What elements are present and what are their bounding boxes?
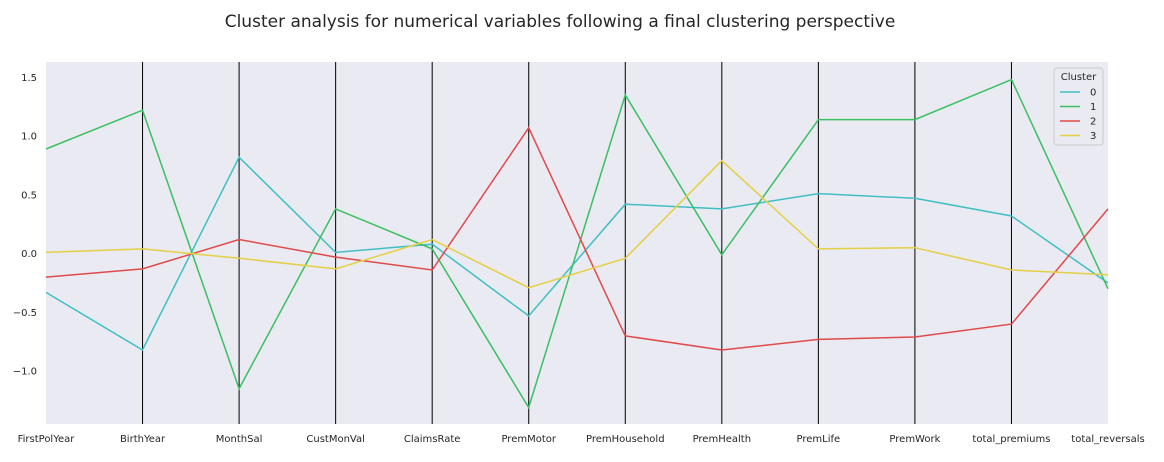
x-tick-label: PremMotor [501, 434, 556, 445]
x-tick-label: PremWork [889, 434, 940, 445]
x-tick-label: ClaimsRate [404, 434, 461, 445]
x-tick-label: CustMonVal [306, 434, 365, 445]
plot-area [46, 62, 1108, 424]
series-lines [45, 78, 1109, 410]
x-tick-label: FirstPolYear [18, 434, 76, 445]
x-tick-label: BirthYear [120, 434, 166, 445]
series-line-cluster-2 [45, 126, 1109, 351]
x-tick-label: PremHealth [693, 434, 751, 445]
x-tick-label: PremHousehold [586, 434, 665, 445]
y-tick-label: 0.5 [21, 190, 37, 201]
legend-label-cluster-3: 3 [1090, 131, 1096, 142]
legend-label-cluster-1: 1 [1090, 102, 1096, 113]
chart-title: Cluster analysis for numerical variables… [225, 12, 896, 32]
x-tick-label: MonthSal [216, 434, 263, 445]
legend-label-cluster-2: 2 [1090, 117, 1096, 128]
legend-title: Cluster [1061, 72, 1097, 83]
x-tick-label: total_reversals [1071, 434, 1144, 445]
y-tick-label: −1.0 [13, 367, 37, 378]
x-tick-label: PremLife [797, 434, 841, 445]
y-tick-label: 0.0 [21, 249, 37, 260]
y-tick-label: 1.5 [21, 73, 37, 84]
x-axis: FirstPolYear BirthYear MonthSal CustMonVal C… [18, 434, 1145, 445]
y-tick-label: −0.5 [13, 308, 37, 319]
vertical-axes [142, 62, 1012, 424]
y-axis: 1.5 1.0 0.5 0.0 −0.5 −1.0 [13, 73, 37, 378]
x-tick-label: total_premiums [972, 434, 1050, 445]
y-tick-label: 1.0 [21, 132, 37, 143]
series-line-cluster-0 [45, 155, 1109, 352]
series-line-cluster-3 [45, 159, 1109, 289]
series-line-cluster-1 [45, 78, 1109, 410]
legend-label-cluster-0: 0 [1090, 88, 1096, 99]
legend: Cluster 0 1 2 3 [1053, 67, 1104, 146]
